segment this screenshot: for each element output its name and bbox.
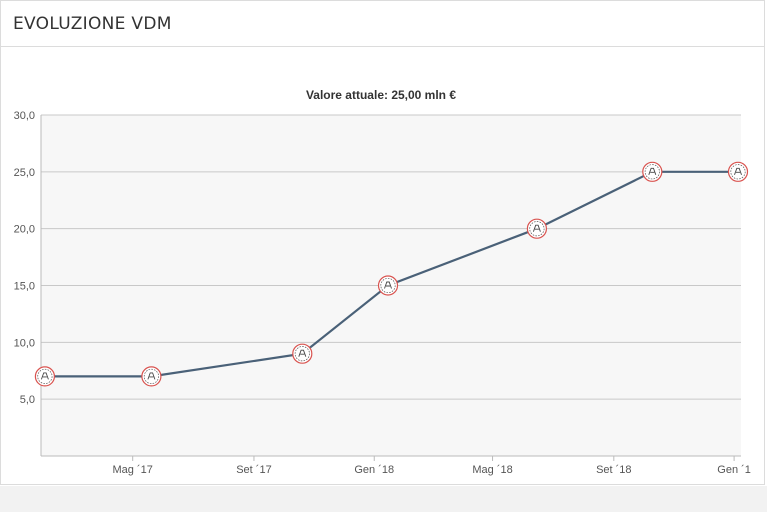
club-crest-icon[interactable] <box>727 161 749 182</box>
card-header: EVOLUZIONE VDM <box>1 1 764 47</box>
club-crest-icon[interactable] <box>377 275 399 296</box>
club-crest-icon[interactable] <box>526 218 548 239</box>
x-tick-label: Set ´18 <box>596 464 631 476</box>
x-tick-label: Mag ´18 <box>472 464 512 476</box>
x-tick-label: Mag ´17 <box>113 464 153 476</box>
market-value-card: EVOLUZIONE VDM Valore attuale: 25,00 mln… <box>0 0 765 485</box>
page-title: EVOLUZIONE VDM <box>13 13 172 34</box>
data-markers <box>34 161 749 387</box>
market-value-chart: Valore attuale: 25,00 mln € 5,0 10,0 15,0 2… <box>14 88 751 476</box>
club-crest-icon[interactable] <box>141 366 162 387</box>
y-tick-label: 15,0 <box>14 281 35 293</box>
y-tick-label: 30,0 <box>14 110 35 122</box>
chart-area: Valore attuale: 25,00 mln € 5,0 10,0 15,0 2… <box>1 47 766 486</box>
club-crest-icon[interactable] <box>34 366 56 387</box>
y-tick-label: 5,0 <box>20 394 35 406</box>
y-tick-label: 20,0 <box>14 224 35 236</box>
footer-bar <box>0 486 767 512</box>
y-tick-label: 10,0 <box>14 337 35 349</box>
y-axis: 5,0 10,0 15,0 20,0 25,0 30,0 <box>14 110 42 456</box>
x-tick-label: Set ´17 <box>236 464 271 476</box>
x-axis: Mag ´17 Set ´17 Gen ´18 Mag ´18 Set ´18 Gen ´… <box>41 455 751 476</box>
x-tick-label: Gen ´18 <box>354 464 394 476</box>
club-crest-icon[interactable] <box>292 343 313 364</box>
y-tick-label: 25,0 <box>14 167 35 179</box>
club-crest-icon[interactable] <box>642 161 663 182</box>
x-tick-label: Gen ´1 <box>717 464 751 476</box>
chart-title: Valore attuale: 25,00 mln € <box>306 88 456 102</box>
